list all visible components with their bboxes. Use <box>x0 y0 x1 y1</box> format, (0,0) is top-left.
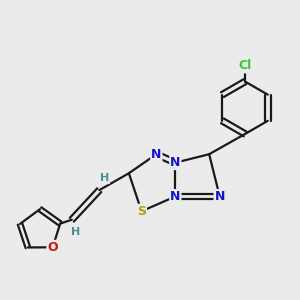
Text: N: N <box>170 156 181 169</box>
Text: O: O <box>47 241 58 254</box>
Text: S: S <box>137 205 146 218</box>
Text: N: N <box>214 190 225 203</box>
Text: H: H <box>71 226 81 236</box>
Text: Cl: Cl <box>238 59 252 72</box>
Text: N: N <box>170 190 181 203</box>
Text: N: N <box>151 148 161 161</box>
Text: H: H <box>100 173 109 183</box>
